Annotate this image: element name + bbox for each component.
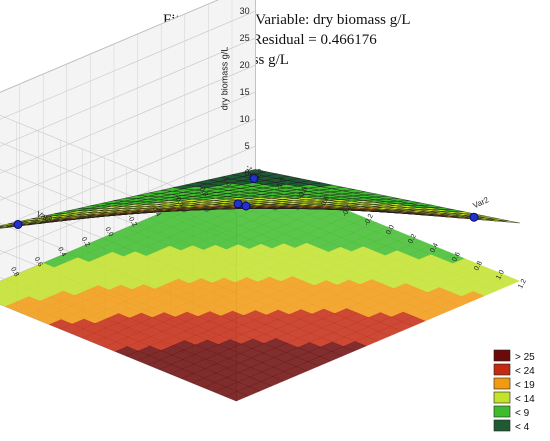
legend-label: < 24: [515, 366, 535, 377]
surface-cell: [259, 200, 283, 203]
data-point: [233, 199, 243, 209]
x-tick-label: 0.6: [451, 251, 462, 263]
legend-swatch: [493, 363, 511, 376]
data-point: [249, 174, 259, 183]
z-tick-label: 15: [240, 87, 250, 97]
z-axis-label: dry biomass g/L: [220, 47, 230, 111]
y-tick-label: 0.2: [80, 236, 91, 248]
legend-swatch: [493, 377, 511, 390]
legend-swatch: [493, 349, 511, 362]
z-tick-label: 30: [240, 6, 250, 16]
y-tick-label: 0.4: [56, 246, 67, 258]
surface-cell: [292, 203, 316, 206]
z-tick-label: 25: [240, 33, 250, 43]
surface-cell: [62, 216, 86, 220]
legend-swatch: [493, 419, 511, 432]
y-tick-label: 0.0: [103, 226, 114, 238]
data-point: [241, 201, 251, 211]
surface-cell: [405, 210, 429, 213]
x-tick-label: 0.4: [429, 242, 440, 254]
legend-label: < 9: [515, 408, 530, 419]
legend-label: < 14: [515, 394, 535, 405]
legend-label: < 19: [515, 380, 535, 391]
x-tick-label: -0.6: [319, 195, 331, 209]
y-tick-label: 0.6: [33, 256, 44, 268]
legend-label: > 25: [515, 352, 535, 363]
surface-cell: [496, 219, 520, 224]
legend-swatch: [493, 391, 511, 404]
z-tick-label: 5: [245, 141, 250, 151]
x-tick-label: 0.0: [385, 224, 396, 236]
floor-contour-cell: [0, 294, 7, 300]
x-tick-label: -0.4: [341, 204, 353, 218]
x-tick-label: 0.2: [407, 233, 418, 245]
y-tick-label: 0.8: [9, 266, 20, 278]
x-tick-label: -0.8: [297, 186, 309, 200]
legend-label: < 4: [515, 422, 530, 433]
surface-cell: [133, 206, 157, 209]
legend-swatch: [493, 405, 511, 418]
floor-contour-cell: [224, 391, 249, 402]
x-tick-label: 1.2: [517, 278, 528, 290]
z-tick-label: 10: [240, 114, 250, 124]
data-point: [13, 220, 23, 229]
surface-cell: [325, 206, 349, 209]
x-axis-label: Var2: [472, 195, 491, 210]
surface-cell: [160, 191, 184, 195]
data-point: [469, 212, 479, 222]
floor-contour-cell: [0, 284, 8, 291]
x-tick-label: -0.2: [363, 213, 375, 227]
x-tick-label: -1.2: [253, 168, 265, 182]
x-tick-label: 0.8: [473, 260, 484, 272]
surface-cell: [358, 209, 382, 212]
x-tick-label: -1.0: [275, 177, 287, 191]
x-tick-label: 1.0: [495, 269, 506, 281]
z-tick-label: 0: [245, 168, 250, 178]
z-tick-label: 20: [240, 60, 250, 70]
surface-cell: [339, 200, 363, 204]
